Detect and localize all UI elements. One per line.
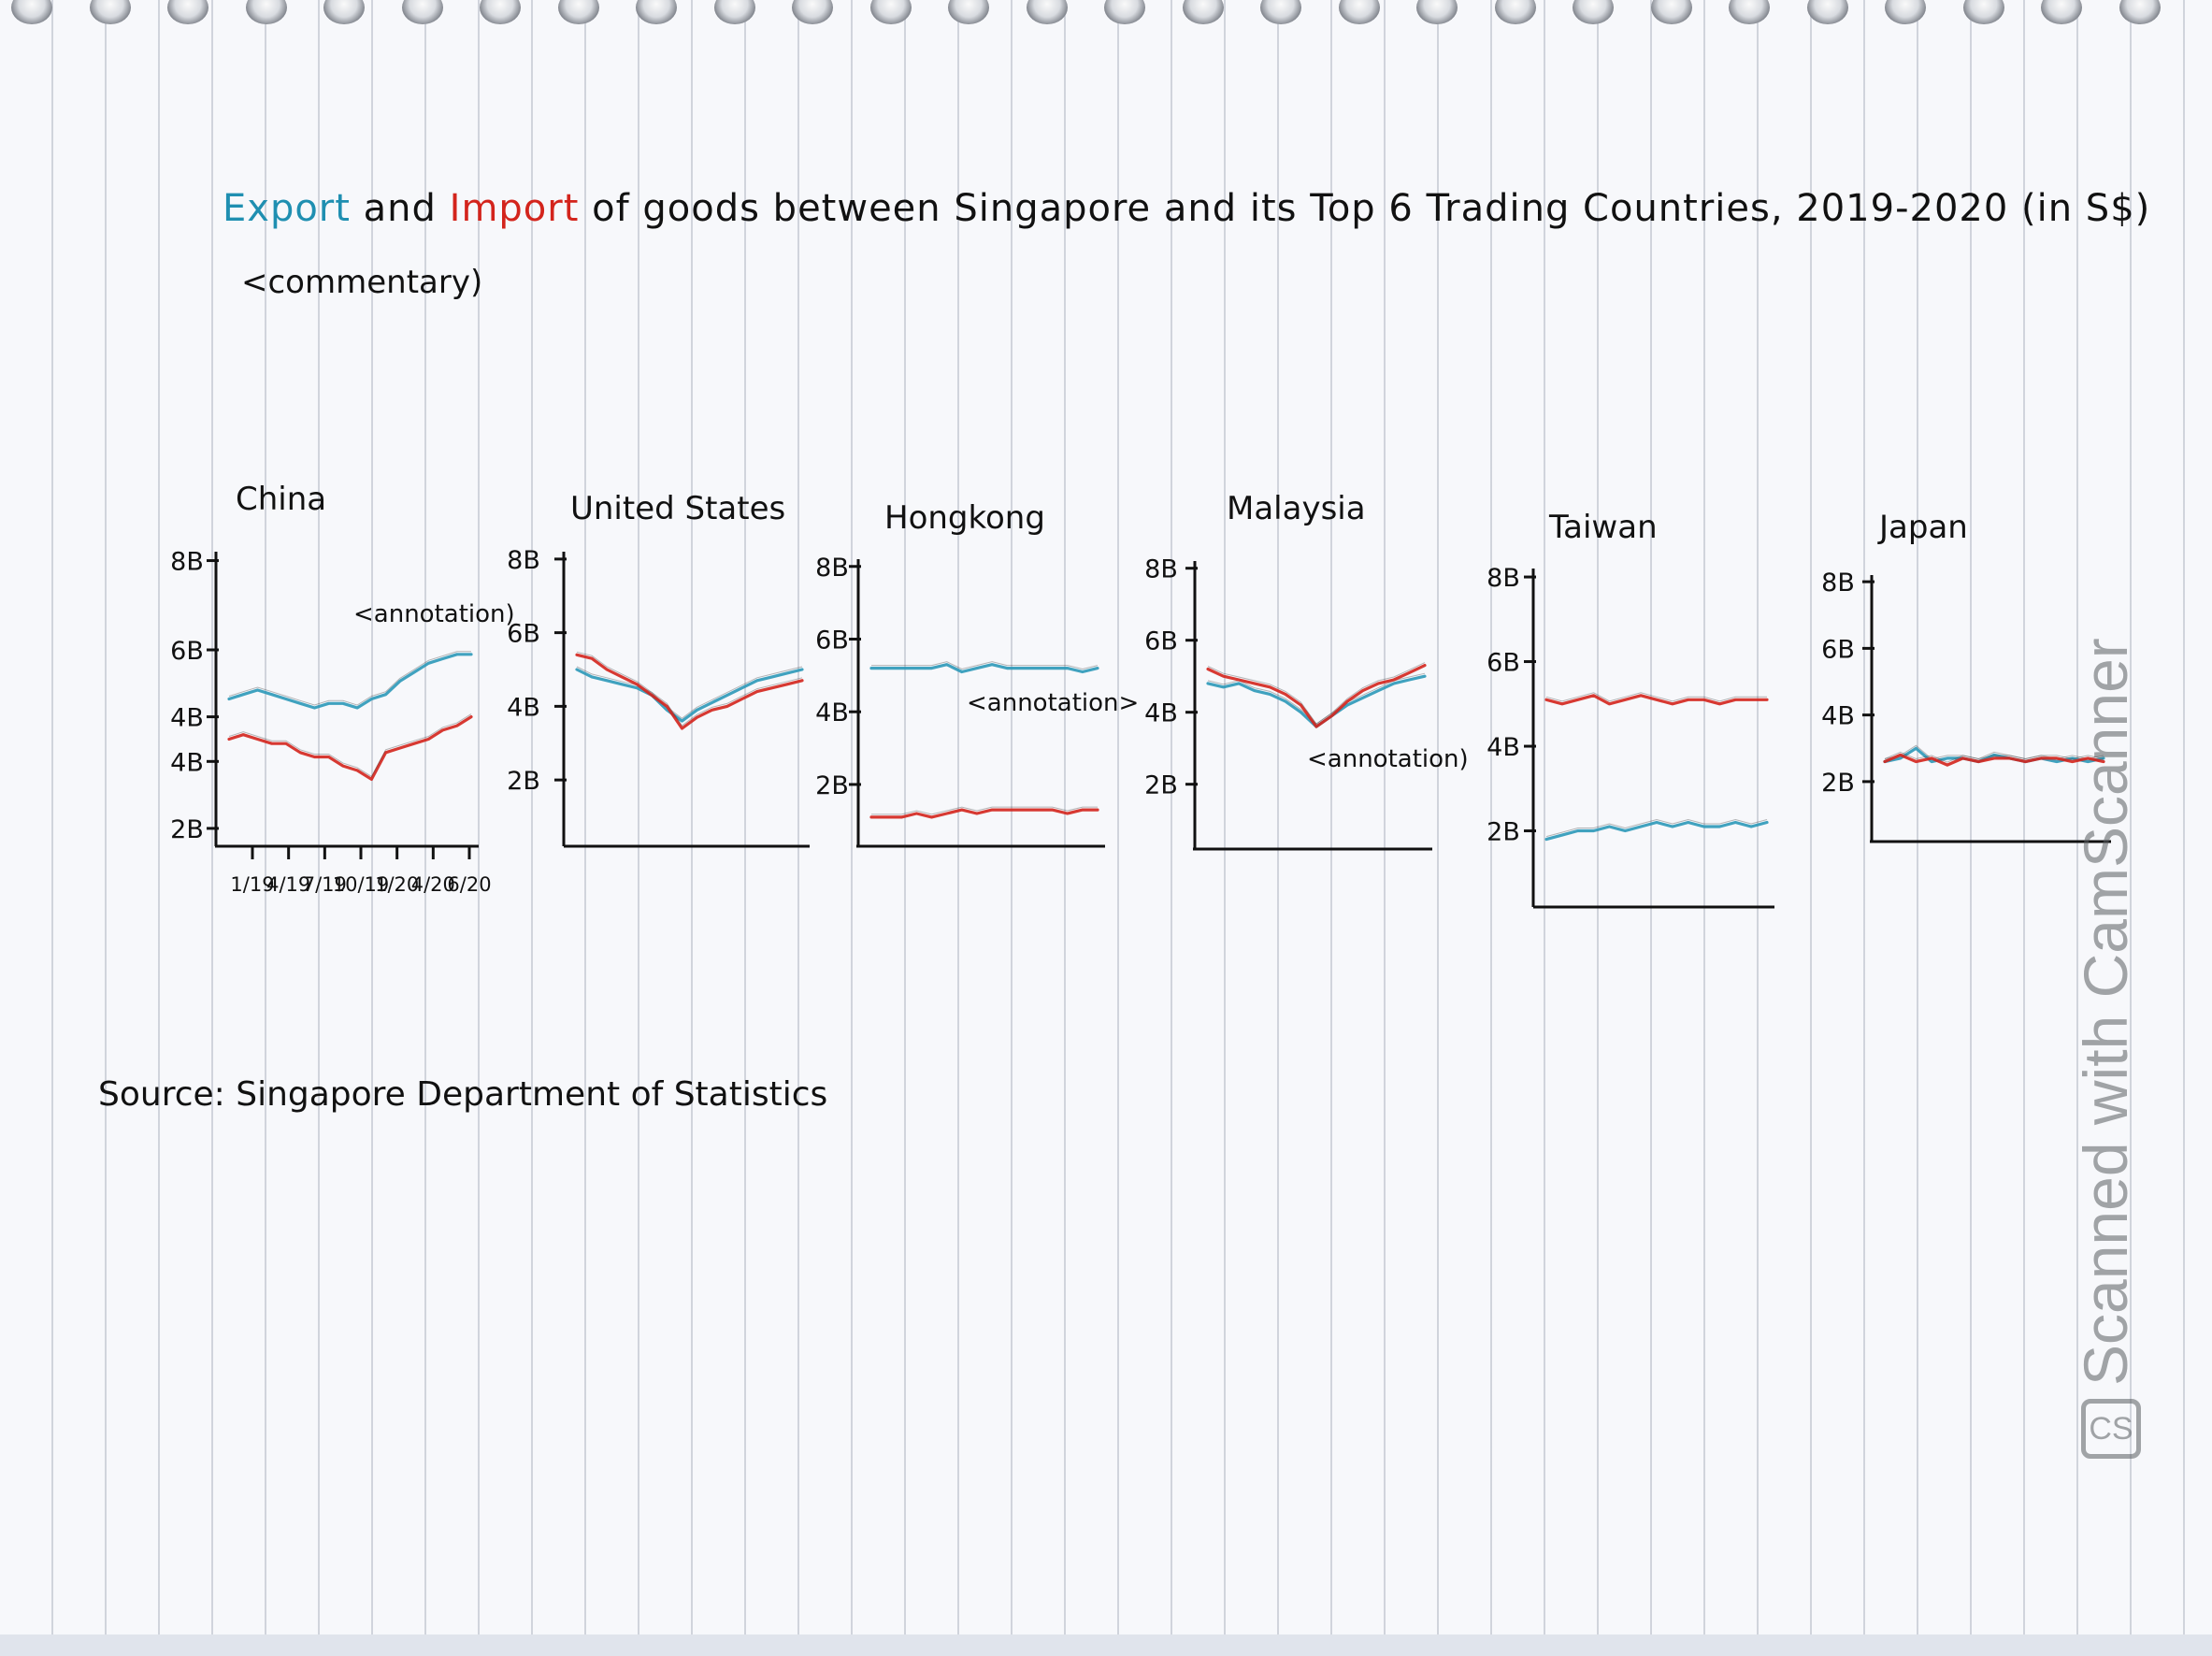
title-and-word: and bbox=[363, 187, 437, 230]
series-line-import bbox=[227, 714, 473, 782]
x-tick-label: 7/19 bbox=[303, 873, 347, 896]
spiral-ring bbox=[89, 0, 131, 24]
y-tick-label: 2B bbox=[170, 815, 204, 844]
series-line-export bbox=[869, 663, 1099, 674]
spiral-ring bbox=[1806, 0, 1848, 24]
panel-title: Japan bbox=[1877, 509, 1968, 546]
spiral-ring bbox=[1026, 0, 1068, 24]
annotation-label: <annotation) bbox=[353, 600, 515, 628]
y-tick-label: 2B bbox=[1144, 771, 1178, 800]
y-tick-label: 8B bbox=[1821, 569, 1855, 598]
x-tick-label: 1/19 bbox=[230, 873, 274, 896]
series-line-shadow bbox=[576, 651, 803, 727]
y-tick-label: 8B bbox=[1144, 555, 1178, 584]
spiral-ring bbox=[1338, 0, 1380, 24]
series-line-import bbox=[869, 808, 1099, 819]
y-tick-label: 6B bbox=[507, 620, 540, 649]
y-tick-label: 2B bbox=[815, 771, 849, 800]
spiral-ring bbox=[2119, 0, 2161, 24]
series-line-import bbox=[1544, 694, 1769, 706]
series-line-shadow bbox=[1884, 744, 2104, 760]
panel-title: United States bbox=[570, 490, 785, 527]
y-tick-label: 2B bbox=[1821, 769, 1855, 798]
title-export-word: Export bbox=[223, 187, 351, 230]
y-tick-label: 4B bbox=[1144, 699, 1178, 728]
panel-title: China bbox=[236, 481, 326, 518]
series-line-shadow bbox=[1207, 662, 1426, 725]
spiral-ring bbox=[713, 0, 755, 24]
series-line-shadow bbox=[228, 651, 471, 706]
series-line-export bbox=[1544, 820, 1769, 842]
series-line-export bbox=[1206, 674, 1427, 728]
y-tick-label: 2B bbox=[1487, 818, 1520, 847]
annotation-label: <annotation> bbox=[967, 689, 1139, 717]
camscanner-logo-icon: CS bbox=[2080, 1399, 2141, 1459]
chart-title: Export and Import of goods between Singa… bbox=[223, 187, 2150, 230]
y-tick-label: 6B bbox=[815, 626, 849, 655]
title-rest: of goods between Singapore and its Top 6… bbox=[592, 187, 2151, 230]
series-line-shadow bbox=[871, 661, 1099, 670]
series-line-shadow bbox=[1545, 818, 1768, 838]
series-line-shadow bbox=[1884, 751, 2104, 763]
spiral-ring bbox=[1962, 0, 2004, 24]
series-line-shadow bbox=[576, 666, 803, 719]
y-tick-label: 4B bbox=[1821, 702, 1855, 731]
x-tick-label: 4/19 bbox=[266, 873, 310, 896]
series-line-export bbox=[575, 668, 804, 723]
series-line-shadow bbox=[1545, 692, 1767, 702]
commentary-placeholder: <commentary) bbox=[241, 264, 483, 301]
series-line-import bbox=[1883, 753, 2105, 767]
camscanner-text: Scanned with CamScanner bbox=[2071, 638, 2140, 1386]
panel-title: Hongkong bbox=[884, 499, 1045, 537]
y-tick-label: 6B bbox=[1821, 635, 1855, 664]
y-tick-label: 6B bbox=[1144, 627, 1178, 656]
spiral-ring bbox=[1494, 0, 1536, 24]
y-tick-label: 6B bbox=[170, 637, 204, 666]
spiral-ring bbox=[245, 0, 287, 24]
y-tick-label: 8B bbox=[170, 548, 204, 577]
camscanner-watermark: CS Scanned with CamScanner bbox=[2070, 638, 2141, 1459]
y-tick-label: 4B bbox=[815, 698, 849, 727]
panel-title: Taiwan bbox=[1548, 509, 1658, 546]
x-tick-label: 4/20 bbox=[411, 873, 455, 896]
y-tick-label: 8B bbox=[1487, 564, 1520, 593]
y-tick-label: 8B bbox=[507, 546, 540, 575]
series-line-shadow bbox=[1207, 672, 1426, 725]
spiral-binding bbox=[0, 0, 2212, 37]
y-tick-label: 4B bbox=[170, 748, 204, 777]
x-tick-label: 6/20 bbox=[447, 873, 491, 896]
series-line-shadow bbox=[228, 713, 472, 778]
spiral-ring bbox=[557, 0, 599, 24]
source-note: Source: Singapore Department of Statisti… bbox=[98, 1075, 828, 1114]
spiral-ring bbox=[401, 0, 443, 24]
annotation-label: <annotation) bbox=[1307, 745, 1469, 773]
y-tick-label: 4B bbox=[1487, 733, 1520, 762]
y-tick-label: 6B bbox=[1487, 649, 1520, 678]
series-line-shadow bbox=[871, 806, 1098, 815]
spiral-ring bbox=[1650, 0, 1692, 24]
y-tick-label: 4B bbox=[507, 693, 540, 722]
series-line-import bbox=[1206, 663, 1427, 728]
series-line-export bbox=[227, 653, 473, 710]
spiral-ring bbox=[869, 0, 912, 24]
series-line-import bbox=[575, 653, 804, 730]
y-tick-label: 2B bbox=[507, 767, 540, 796]
x-tick-label: 1/20 bbox=[375, 873, 419, 896]
x-tick-label: 10/19 bbox=[333, 873, 390, 896]
title-import-word: Import bbox=[449, 187, 580, 230]
y-tick-label: 4B bbox=[170, 704, 204, 733]
y-tick-label: 8B bbox=[815, 554, 849, 583]
page-bottom-edge bbox=[0, 1634, 2212, 1656]
panel-title: Malaysia bbox=[1227, 490, 1366, 527]
spiral-ring bbox=[1182, 0, 1224, 24]
